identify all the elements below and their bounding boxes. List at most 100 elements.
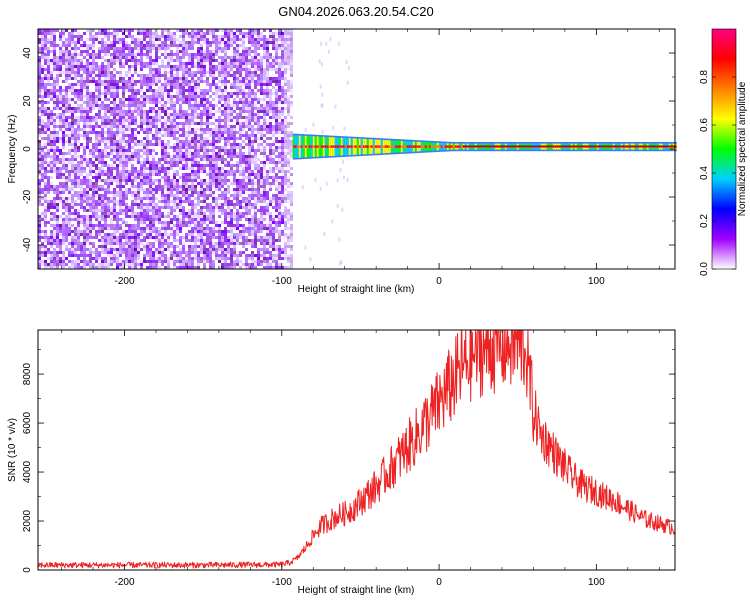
heatmap-cell — [203, 200, 206, 203]
heatmap-cell — [170, 38, 173, 41]
heatmap-cell — [62, 104, 65, 107]
heatmap-cell — [188, 131, 191, 134]
heatmap-cell — [38, 131, 41, 134]
heatmap-cell — [155, 188, 158, 191]
heatmap-cell — [98, 80, 101, 83]
heatmap-cell — [104, 161, 107, 164]
heatmap-cell — [200, 194, 203, 197]
heatmap-cell — [125, 47, 128, 50]
heatmap-cell — [98, 224, 101, 227]
heatmap-cell — [50, 149, 53, 152]
heatmap-cell — [233, 98, 236, 101]
heatmap-cell — [80, 113, 83, 116]
heatmap-cell — [179, 134, 182, 137]
heatmap-cell — [137, 254, 140, 257]
heatmap-cell — [59, 188, 62, 191]
heatmap-cell — [212, 221, 215, 224]
heatmap-cell — [53, 251, 56, 254]
heatmap-cell — [77, 215, 80, 218]
heatmap-cell — [110, 131, 113, 134]
heatmap-cell — [215, 35, 218, 38]
heatmap-cell — [38, 68, 41, 71]
heatmap-cell — [263, 116, 266, 119]
heatmap-cell — [92, 185, 95, 188]
heatmap-cell — [272, 149, 275, 152]
heatmap-cell — [272, 200, 275, 203]
heatmap-cell — [146, 86, 149, 89]
heatmap-cell — [119, 236, 122, 239]
heatmap-cell — [233, 155, 236, 158]
heatmap-cell — [89, 167, 92, 170]
heatmap-cell — [209, 56, 212, 59]
heatmap-cell — [236, 50, 239, 53]
heatmap-cell — [131, 113, 134, 116]
heatmap-cell — [260, 206, 263, 209]
heatmap-cell — [104, 143, 107, 146]
heatmap-cell — [47, 221, 50, 224]
heatmap-cell — [188, 233, 191, 236]
heatmap-cell — [116, 260, 119, 263]
heatmap-cell — [71, 245, 74, 248]
heatmap-cell — [98, 68, 101, 71]
heatmap-cell — [227, 179, 230, 182]
heatmap-cell — [128, 146, 131, 149]
heatmap-cell — [239, 44, 242, 47]
heatmap-cell — [269, 131, 272, 134]
heatmap-cell — [152, 161, 155, 164]
heatmap-cell — [224, 191, 227, 194]
heatmap-cell — [212, 53, 215, 56]
heatmap-cell — [257, 107, 260, 110]
heatmap-cell — [77, 53, 80, 56]
heatmap-cell — [41, 107, 44, 110]
heatmap-cell — [71, 119, 74, 122]
heatmap-cell — [50, 110, 53, 113]
heatmap-cell — [170, 164, 173, 167]
heatmap-cell — [197, 167, 200, 170]
heatmap-cell — [83, 65, 86, 68]
heatmap-cell — [254, 98, 257, 101]
heatmap-cell — [116, 218, 119, 221]
heatmap-cell — [77, 248, 80, 251]
heatmap-cell — [137, 155, 140, 158]
heatmap-cell — [191, 89, 194, 92]
heatmap-cell — [80, 146, 83, 149]
heatmap-cell — [116, 215, 119, 218]
heatmap-cell — [212, 128, 215, 131]
heatmap-cell — [113, 176, 116, 179]
heatmap-cell — [113, 56, 116, 59]
heatmap-cell — [155, 170, 158, 173]
heatmap-cell — [62, 158, 65, 161]
heatmap-cell — [242, 236, 245, 239]
heatmap-cell — [242, 80, 245, 83]
heatmap-cell — [233, 62, 236, 65]
heatmap-cell — [137, 212, 140, 215]
heatmap-cell — [197, 266, 200, 269]
heatmap-cell — [254, 200, 257, 203]
heatmap-cell — [224, 227, 227, 230]
heatmap-cell — [185, 146, 188, 149]
heatmap-cell — [239, 62, 242, 65]
heatmap-cell — [71, 155, 74, 158]
heatmap-cell — [167, 128, 170, 131]
heatmap-cell — [125, 206, 128, 209]
heatmap-cell — [191, 122, 194, 125]
heatmap-cell — [224, 44, 227, 47]
heatmap-cell — [200, 110, 203, 113]
heatmap-cell — [155, 68, 158, 71]
heatmap-cell — [38, 101, 41, 104]
heatmap-cell — [86, 179, 89, 182]
heatmap-cell — [248, 74, 251, 77]
heatmap-cell — [59, 158, 62, 161]
heatmap-cell — [50, 86, 53, 89]
heatmap-cell — [62, 185, 65, 188]
heatmap-cell — [44, 263, 47, 266]
heatmap-cell — [179, 95, 182, 98]
heatmap-cell — [275, 32, 278, 35]
heatmap-cell — [89, 104, 92, 107]
heatmap-cell — [164, 233, 167, 236]
heatmap-cell — [269, 149, 272, 152]
heatmap-cell — [38, 116, 41, 119]
heatmap-cell — [65, 77, 68, 80]
heatmap-cell — [161, 260, 164, 263]
